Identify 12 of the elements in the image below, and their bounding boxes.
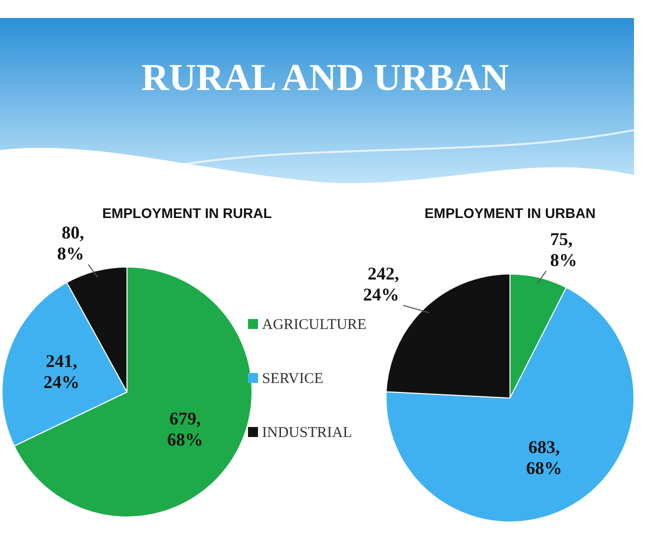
legend-label: AGRICULTURE <box>262 317 366 333</box>
data-label: 80, 8% <box>57 222 84 264</box>
legend-label: SERVICE <box>262 371 324 387</box>
data-label: 241, 24% <box>44 350 80 392</box>
legend-label: INDUSTRIAL <box>262 425 352 441</box>
chart-title: EMPLOYMENT IN URBAN <box>424 205 596 221</box>
text: RURAL AND URBAN <box>141 57 509 99</box>
data-label: 75, 8% <box>550 228 578 270</box>
chart-title: EMPLOYMENT IN RURAL <box>102 205 272 221</box>
data-label: 679, 68% <box>167 408 204 450</box>
data-label: 242, 24% <box>363 263 400 304</box>
data-label: 683, 68% <box>526 437 562 478</box>
